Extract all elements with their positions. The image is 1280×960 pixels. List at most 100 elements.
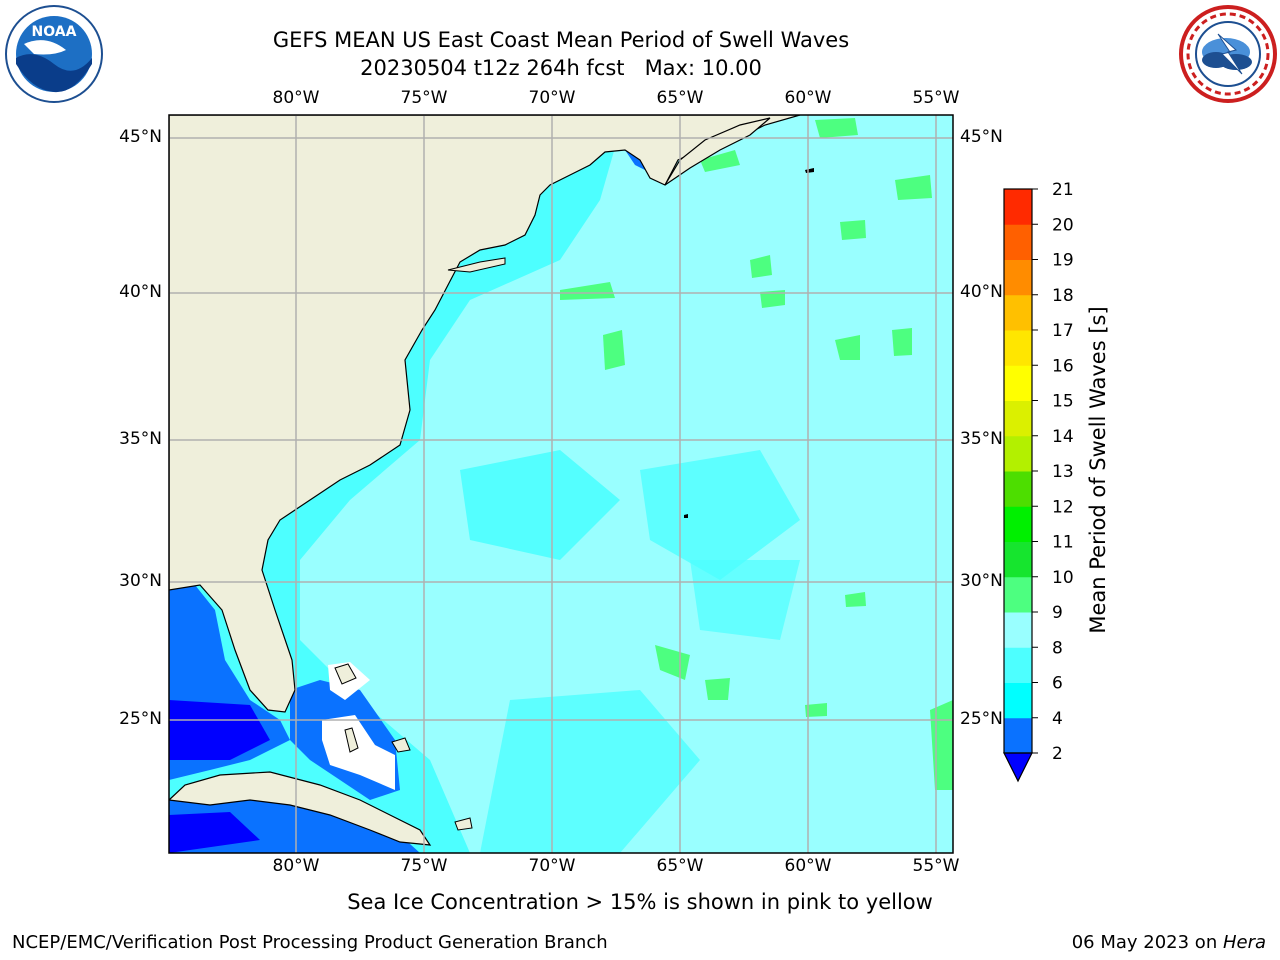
colorbar-segment <box>1004 365 1032 401</box>
colorbar-segment <box>1004 400 1032 437</box>
lon-tick-top: 55°W <box>912 88 960 108</box>
swell-patch-green <box>835 335 860 360</box>
swell-patch-green <box>760 290 785 308</box>
colorbar-tick-label: 17 <box>1052 321 1074 341</box>
bahamas-island <box>391 737 411 753</box>
lat-tick-right: 40°N <box>960 282 1003 302</box>
colorbar-tick-label: 19 <box>1052 251 1074 271</box>
puerto-rico-island <box>454 817 473 831</box>
nova-scotia-land <box>664 117 771 186</box>
run-date-line: 06 May 2023 on Hera <box>1072 932 1266 953</box>
lon-tick-top: 75°W <box>400 88 448 108</box>
colorbar-segment <box>1004 224 1032 260</box>
colorbar-segment <box>1004 330 1032 366</box>
noaa-logo: NOAA <box>5 5 103 103</box>
lon-tick-bottom: 60°W <box>784 856 832 876</box>
colorbar-label: Mean Period of Swell Waves [s] <box>1086 306 1110 634</box>
colorbar-segment <box>1004 576 1032 613</box>
colorbar-segment <box>1004 435 1032 472</box>
lat-tick-left: 25°N <box>119 709 162 729</box>
lat-tick-left: 40°N <box>119 282 162 302</box>
swell-patch-green <box>603 330 625 370</box>
colorbar-segment <box>1004 717 1032 754</box>
lon-tick-top: 80°W <box>272 88 320 108</box>
colorbar-segment <box>1004 294 1032 331</box>
swell-patch-green <box>845 592 866 607</box>
colorbar-tick-label: 16 <box>1052 356 1074 376</box>
lon-tick-bottom: 75°W <box>400 856 448 876</box>
colorbar-segment <box>1004 189 1032 225</box>
colorbar-segment <box>1004 506 1032 542</box>
lon-tick-bottom: 80°W <box>272 856 320 876</box>
lat-tick-left: 45°N <box>119 127 162 147</box>
north-america-land <box>169 115 801 713</box>
lat-tick-right: 35°N <box>960 429 1003 449</box>
caribbean-very-low-period <box>169 812 260 853</box>
colorbar-segment <box>1004 471 1032 507</box>
bahamas-island <box>334 663 357 685</box>
chart-title: GEFS MEAN US East Coast Mean Period of S… <box>272 28 850 52</box>
lon-tick-bottom: 70°W <box>528 856 576 876</box>
lat-tick-right: 45°N <box>960 127 1003 147</box>
colorbar-tick-label: 6 <box>1052 674 1063 694</box>
swell-patch <box>690 560 800 640</box>
swell-patch <box>480 690 700 853</box>
bahamas-shallow-mask <box>322 715 395 790</box>
lat-tick-right: 30°N <box>960 571 1003 591</box>
colorbar-tick-label: 4 <box>1052 709 1063 729</box>
cuba-land <box>169 771 432 846</box>
colorbar-tick-label: 8 <box>1052 638 1063 658</box>
nws-logo <box>1179 5 1277 103</box>
colorbar-under-arrow <box>1003 752 1033 783</box>
swell-patch-green <box>700 150 740 172</box>
graticule <box>169 115 953 853</box>
swell-patch-green <box>560 282 615 300</box>
run-machine: Hera <box>1222 932 1266 953</box>
colorbar-tick-label: 14 <box>1052 427 1074 447</box>
lon-tick-top: 70°W <box>528 88 576 108</box>
swell-patch-green <box>892 328 912 356</box>
swell-patch-green <box>750 255 772 278</box>
bahamas-island <box>344 727 359 753</box>
sea-ice-note: Sea Ice Concentration > 15% is shown in … <box>347 890 933 914</box>
colorbar-tick-label: 12 <box>1052 497 1074 517</box>
lon-tick-bottom: 65°W <box>656 856 704 876</box>
colorbar-segment <box>1004 612 1032 648</box>
bermuda-island <box>684 514 688 518</box>
swell-patch-green <box>895 175 932 200</box>
colorbar-segment <box>1004 682 1032 719</box>
noaa-logo-text: NOAA <box>32 24 77 40</box>
swell-patch-green <box>705 678 730 700</box>
map-frame <box>168 114 954 854</box>
long-island <box>447 257 506 273</box>
colorbar-segment <box>1004 647 1032 683</box>
colorbar-tick-label: 10 <box>1052 568 1074 588</box>
swell-patch-green <box>840 220 866 240</box>
lat-tick-left: 30°N <box>119 571 162 591</box>
colorbar-tick-label: 18 <box>1052 286 1074 306</box>
credit-line: NCEP/EMC/Verification Post Processing Pr… <box>12 932 608 953</box>
swell-patch <box>460 450 620 560</box>
colorbar-tick-label: 15 <box>1052 392 1074 412</box>
colorbar-segment <box>1004 259 1032 296</box>
colorbar-tick-label: 13 <box>1052 462 1074 482</box>
colorbar-tick-label: 9 <box>1052 603 1063 623</box>
colorbar: 2 4 6 8 9 10 11 12 13 14 15 16 17 18 19 20 21 <box>1003 180 1074 783</box>
chart-subtitle: 20230504 t12z 264h fcst Max: 10.00 <box>360 56 762 80</box>
colorbar-segment <box>1004 541 1032 578</box>
gulf-very-low-period <box>169 700 270 760</box>
lat-tick-right: 25°N <box>960 709 1003 729</box>
colorbar-tick-label: 21 <box>1052 180 1074 200</box>
run-date: 06 May 2023 on <box>1071 932 1223 953</box>
swell-patch-green <box>655 645 690 680</box>
colorbar-tick-label: 2 <box>1052 744 1063 764</box>
swell-patch-green <box>805 703 827 717</box>
lon-tick-top: 60°W <box>784 88 832 108</box>
colorbar-tick-label: 11 <box>1052 533 1074 553</box>
lon-tick-bottom: 55°W <box>912 856 960 876</box>
lon-tick-top: 65°W <box>656 88 704 108</box>
lat-tick-left: 35°N <box>119 429 162 449</box>
colorbar-tick-label: 20 <box>1052 215 1074 235</box>
swell-patch-green <box>815 118 858 138</box>
